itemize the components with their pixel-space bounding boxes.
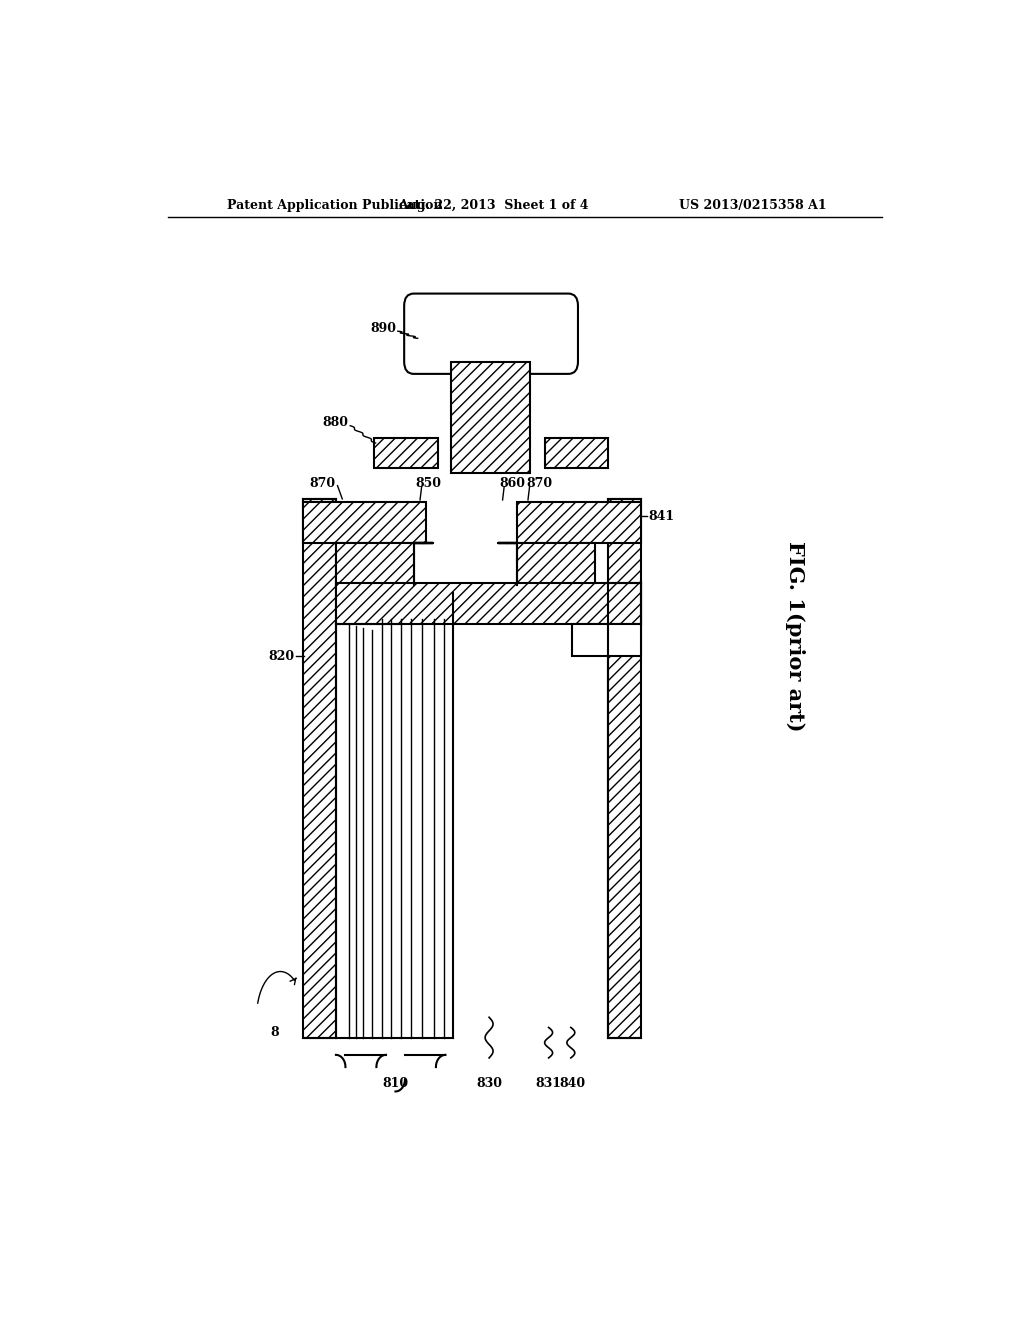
Bar: [545, 438, 608, 469]
Text: 840: 840: [559, 1077, 586, 1090]
Bar: [572, 624, 641, 656]
Text: 830: 830: [476, 1077, 502, 1090]
Bar: [303, 502, 426, 543]
Bar: [451, 362, 530, 474]
Text: 810: 810: [382, 1077, 409, 1090]
Text: 850: 850: [416, 477, 441, 490]
Text: Patent Application Publication: Patent Application Publication: [227, 199, 442, 213]
Bar: [517, 543, 595, 585]
Bar: [336, 583, 641, 624]
Text: 880: 880: [323, 416, 348, 429]
Text: Aug. 22, 2013  Sheet 1 of 4: Aug. 22, 2013 Sheet 1 of 4: [397, 199, 589, 213]
Text: 8: 8: [270, 1026, 279, 1039]
Text: 890: 890: [371, 322, 396, 335]
Bar: [517, 502, 641, 543]
Text: FIG. 1(prior art): FIG. 1(prior art): [784, 541, 805, 731]
Text: 841: 841: [648, 510, 675, 523]
Text: 870: 870: [310, 477, 336, 490]
Bar: [374, 438, 437, 469]
Text: US 2013/0215358 A1: US 2013/0215358 A1: [679, 199, 826, 213]
Text: 870: 870: [526, 477, 553, 490]
Bar: [608, 499, 641, 1038]
FancyBboxPatch shape: [404, 293, 578, 374]
Text: 860: 860: [500, 477, 525, 490]
Text: 831: 831: [536, 1077, 561, 1090]
Bar: [336, 543, 414, 585]
Text: 820: 820: [268, 649, 295, 663]
Bar: [303, 499, 336, 1038]
